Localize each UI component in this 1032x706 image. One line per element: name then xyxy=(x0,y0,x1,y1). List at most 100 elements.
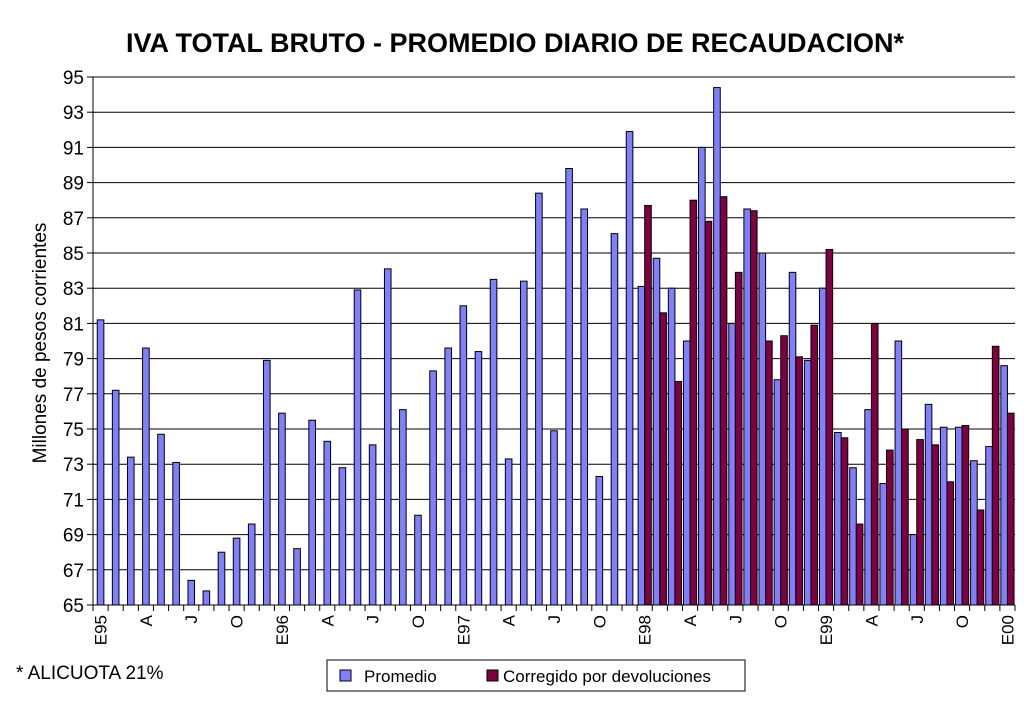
bar-promedio xyxy=(864,409,872,606)
bar-promedio xyxy=(803,359,812,606)
bar-promedio xyxy=(414,514,422,606)
y-axis-label: Millones de pesos corrientes xyxy=(30,223,51,464)
y-tick-label: 95 xyxy=(63,68,84,89)
bar-promedio xyxy=(625,131,634,606)
x-tick-label: J xyxy=(545,615,564,624)
y-tick-label: 69 xyxy=(63,526,84,547)
legend-swatch-corregido xyxy=(486,669,499,682)
x-tick-label: A xyxy=(318,614,337,626)
legend: Promedio Corregido por devoluciones xyxy=(326,659,746,692)
bar-promedio xyxy=(667,287,676,606)
bar-corregido xyxy=(644,204,652,606)
bar-promedio xyxy=(429,370,437,606)
bar-promedio xyxy=(728,322,736,606)
bar-promedio xyxy=(504,458,513,606)
bar-promedio xyxy=(489,278,498,606)
bar-promedio xyxy=(157,433,165,606)
bar-promedio xyxy=(247,523,256,606)
bar-promedio xyxy=(308,419,316,606)
y-tick-label: 85 xyxy=(63,244,84,265)
bar-promedio xyxy=(954,426,963,606)
bar-corregido xyxy=(765,340,773,606)
bar-corregido xyxy=(931,444,939,606)
bar-promedio xyxy=(142,347,150,606)
legend-label-corregido: Corregido por devoluciones xyxy=(503,667,711,686)
bar-promedio xyxy=(353,289,362,606)
bar-promedio xyxy=(519,280,528,606)
bar-promedio xyxy=(610,233,619,606)
bar-corregido xyxy=(870,322,879,606)
bar-corregido xyxy=(795,356,803,606)
bar-corregido xyxy=(749,210,758,606)
bar-promedio xyxy=(96,319,105,606)
bar-corregido xyxy=(901,428,909,606)
bar-promedio xyxy=(202,590,211,606)
axes xyxy=(92,77,1015,606)
y-tick-label: 87 xyxy=(63,209,84,230)
bar-promedio xyxy=(773,379,782,606)
x-tick-label: J xyxy=(182,615,201,624)
x-tick-label: E98 xyxy=(636,615,655,645)
bar-corregido xyxy=(840,437,849,606)
bar-promedio xyxy=(399,409,407,606)
bar-corregido xyxy=(961,424,970,606)
bar-corregido xyxy=(991,345,1000,606)
bar-promedio xyxy=(939,426,948,606)
bar-corregido xyxy=(1006,412,1015,606)
bar-corregido xyxy=(810,324,819,606)
bar-promedio xyxy=(970,460,978,606)
bar-promedio xyxy=(682,340,691,606)
bar-promedio xyxy=(924,403,933,606)
bar-promedio xyxy=(713,87,721,606)
bar-promedio xyxy=(383,268,392,606)
bar-corregido xyxy=(659,312,667,606)
y-tick-label: 77 xyxy=(63,385,84,406)
x-tick-label: A xyxy=(137,614,156,626)
bar-promedio xyxy=(788,271,797,606)
bar-promedio xyxy=(474,351,483,606)
y-tick-labels: 65 67 69 71 73 75 77 79 81 83 85 87 89 91 93 95 xyxy=(63,68,93,617)
x-tick-label: O xyxy=(590,615,609,628)
x-tick-label: O xyxy=(953,615,972,628)
y-tick-label: 71 xyxy=(63,490,84,511)
y-tick-label: 79 xyxy=(63,350,84,371)
x-tick-label: A xyxy=(862,614,881,626)
x-tick-label: A xyxy=(681,614,700,626)
bar-corregido xyxy=(689,199,698,606)
x-tick-label: O xyxy=(772,615,791,628)
footnote: * ALICUOTA 21% xyxy=(16,663,164,684)
y-tick-label: 93 xyxy=(63,103,84,124)
bar-corregido xyxy=(886,449,894,606)
bar-promedio xyxy=(985,446,993,606)
x-tick-label: E97 xyxy=(454,615,473,645)
bar-promedio xyxy=(323,440,332,606)
y-tick-label: 65 xyxy=(63,596,84,617)
bar-corregido xyxy=(734,271,743,606)
bar-promedio xyxy=(758,252,767,606)
bar-promedio xyxy=(849,467,857,606)
bar-corregido xyxy=(976,509,985,606)
y-tick-label: 89 xyxy=(63,174,84,195)
bar-promedio xyxy=(834,432,842,606)
bar-promedio xyxy=(232,537,241,606)
bar-promedio xyxy=(894,340,903,606)
bar-promedio xyxy=(652,257,661,606)
bar-promedio xyxy=(444,347,452,606)
bar-promedio xyxy=(338,467,347,606)
y-tick-label: 81 xyxy=(63,314,84,335)
bar-promedio xyxy=(263,359,271,606)
x-tick-label: J xyxy=(364,615,383,624)
legend-label-promedio: Promedio xyxy=(364,667,437,686)
x-tick-labels: E95 A J O E96 A J O E97 A J O E98 A J O E99 A J O E00 xyxy=(92,605,1017,645)
bar-promedio xyxy=(818,287,827,606)
x-tick-label: O xyxy=(409,615,428,628)
bars xyxy=(96,87,1015,606)
y-tick-label: 67 xyxy=(63,561,84,582)
x-tick-label: J xyxy=(726,615,745,624)
bar-promedio xyxy=(595,476,604,606)
bar-corregido xyxy=(946,481,955,606)
bar-promedio xyxy=(217,551,226,606)
bar-promedio xyxy=(743,208,751,606)
bar-corregido xyxy=(855,523,864,606)
x-tick-label: O xyxy=(228,615,247,628)
